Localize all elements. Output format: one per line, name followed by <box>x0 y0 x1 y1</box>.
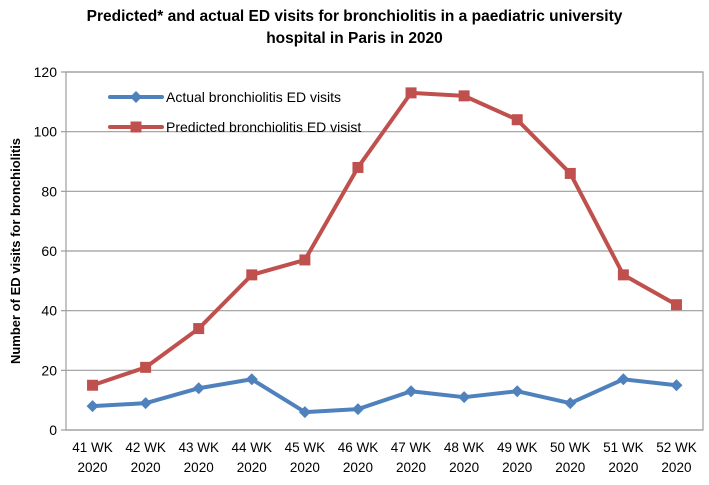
legend-item-label: Actual bronchiolitis ED visits <box>166 89 341 105</box>
series-0-marker <box>670 379 683 392</box>
series-0-marker <box>298 406 311 419</box>
x-axis-tick-label: 50 WK 2020 <box>550 440 591 475</box>
series-0-marker <box>351 403 364 416</box>
x-axis-tick-label: 42 WK 2020 <box>125 440 166 475</box>
x-axis-tick-label: 47 WK 2020 <box>391 440 432 475</box>
y-axis-tick-label: 0 <box>49 422 57 438</box>
series-1-marker <box>193 323 205 335</box>
series-1-marker <box>670 299 682 311</box>
x-axis-tick-label: 41 WK 2020 <box>72 440 113 475</box>
y-axis-tick-label: 20 <box>41 362 57 378</box>
series-line-0 <box>90 377 679 415</box>
legend-item-label: Predicted bronchiolitis ED visist <box>166 119 361 135</box>
legend-key-marker <box>130 121 142 133</box>
series-1-marker <box>458 90 470 102</box>
y-axis-tick-label: 100 <box>34 124 58 140</box>
series-0-marker <box>192 382 205 395</box>
series-1-marker <box>405 87 417 99</box>
y-axis-tick-label: 60 <box>41 243 57 259</box>
series-1-marker <box>87 379 99 391</box>
y-axis-tick-label: 80 <box>41 183 57 199</box>
chart-title: Predicted* and actual ED visits for bron… <box>0 6 709 50</box>
x-axis-tick-label: 48 WK 2020 <box>444 440 485 475</box>
series-1-marker <box>511 114 523 126</box>
chart-title-line2: hospital in Paris in 2020 <box>266 30 443 47</box>
x-axis-tick-label: 46 WK 2020 <box>338 440 379 475</box>
series-1-marker <box>299 254 311 266</box>
x-axis-tick-label: 44 WK 2020 <box>232 440 273 475</box>
series-1-marker <box>246 269 258 281</box>
x-axis-tick-label: 49 WK 2020 <box>497 440 538 475</box>
series-1-marker <box>564 167 576 179</box>
series-0-marker <box>511 385 524 398</box>
x-axis-tick-label: 52 WK 2020 <box>656 440 697 475</box>
chart-title-line1: Predicted* and actual ED visits for bron… <box>86 8 623 25</box>
x-axis-tick-label: 43 WK 2020 <box>178 440 219 475</box>
series-line-1 <box>90 90 679 388</box>
series-0-marker <box>564 397 577 410</box>
x-axis-tick-label: 51 WK 2020 <box>603 440 644 475</box>
series-0-marker <box>245 373 258 386</box>
plot-border <box>65 71 704 431</box>
legend-key-marker <box>130 91 142 103</box>
series-0-marker <box>458 391 471 404</box>
x-axis-tick-label: 45 WK 2020 <box>285 440 326 475</box>
series-1-marker <box>617 269 629 281</box>
series-1-marker <box>140 361 152 373</box>
series-0-marker <box>86 400 99 413</box>
series-0-marker <box>617 373 630 386</box>
series-0-marker <box>139 397 152 410</box>
y-axis-tick-label: 40 <box>41 303 57 319</box>
y-axis-tick-label: 120 <box>34 64 58 80</box>
series-1-marker <box>352 161 364 173</box>
series-0-marker <box>405 385 418 398</box>
